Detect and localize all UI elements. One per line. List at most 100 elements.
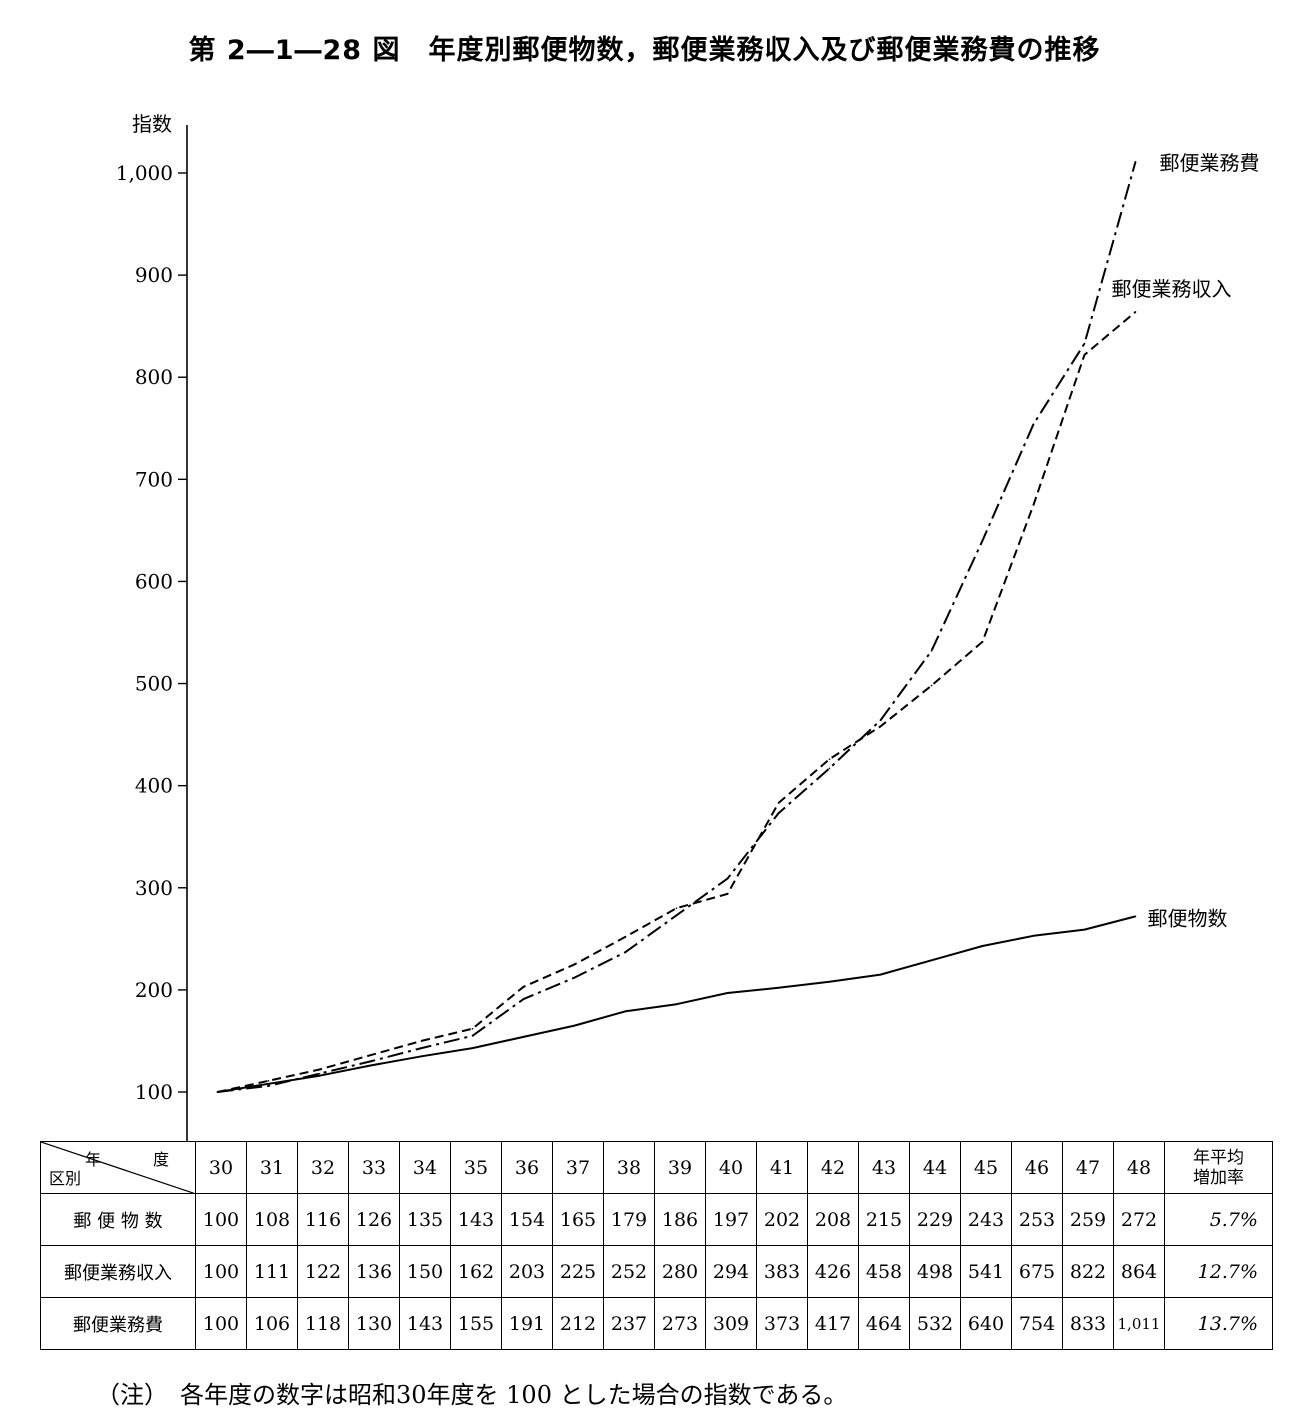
year-header-38: 38: [603, 1141, 655, 1194]
series-3-point: [1134, 160, 1137, 163]
table-cell: 136: [348, 1245, 400, 1298]
table-cell: 111: [246, 1245, 298, 1298]
table-cell: 280: [654, 1245, 706, 1298]
table-cell: 108: [246, 1193, 298, 1246]
year-header-44: 44: [909, 1141, 961, 1194]
axis-layer: 100 200 300 400 500 600 700 800 900 1,000: [116, 125, 188, 1141]
table-cell: 135: [399, 1193, 451, 1246]
series-1-point: [930, 959, 933, 962]
series-1-point: [573, 1024, 576, 1027]
series-3-point: [216, 1091, 219, 1093]
table-cell: 498: [909, 1245, 961, 1298]
data-table: 年 度 区別 30 31 32 33 34 35 36 37 38 39 40 41 42 43 44 45 4…: [40, 1141, 1273, 1350]
series-2-point: [1083, 353, 1086, 356]
table-cell: 237: [603, 1297, 655, 1350]
table-cell: 118: [297, 1297, 349, 1350]
year-header-43: 43: [858, 1141, 910, 1194]
table-corner-cell: 年 度 区別: [40, 1141, 196, 1194]
series-2-point: [624, 935, 627, 938]
series-2-point: [930, 684, 933, 687]
table-cell: 215: [858, 1193, 910, 1246]
year-header-36: 36: [501, 1141, 553, 1194]
year-header-33: 33: [348, 1141, 400, 1194]
y-tick-label: 200: [135, 978, 173, 1002]
table-row: 郵便業務費 100 106 118 130 143 155 191 212 237 273 309 37…: [40, 1297, 1273, 1350]
y-tick-label: 600: [135, 569, 173, 593]
table-cell: 203: [501, 1245, 553, 1298]
table-cell: 100: [195, 1245, 247, 1298]
table-cell: 273: [654, 1297, 706, 1350]
series-1-point: [1032, 934, 1035, 937]
table-cell: 1,011: [1113, 1297, 1165, 1350]
diagonal-divider: [41, 1142, 194, 1193]
table-cell: 143: [399, 1297, 451, 1350]
series-1-point: [420, 1055, 423, 1058]
table-cell: 122: [297, 1245, 349, 1298]
series-1-point: [828, 980, 831, 983]
table-cell: 272: [1113, 1193, 1165, 1246]
rate-cell: 13.7%: [1164, 1297, 1273, 1350]
series-3-point: [318, 1072, 321, 1075]
row-label: 郵 便 物 数: [40, 1193, 196, 1246]
series-2-point: [981, 640, 984, 643]
series-2-point: [1134, 311, 1137, 313]
series-3-point: [1083, 342, 1086, 345]
series-1-point: [471, 1047, 474, 1049]
table-cell: 458: [858, 1245, 910, 1298]
table-cell: 116: [297, 1193, 349, 1246]
series-3-point: [624, 951, 627, 953]
header-rate-line1: 年平均: [1193, 1147, 1244, 1168]
footnote: （注） 各年度の数字は昭和30年度を 100 とした場合の指数である。: [96, 1381, 848, 1409]
table-cell: 426: [807, 1245, 859, 1298]
series-2-point: [1032, 504, 1035, 506]
year-header-47: 47: [1062, 1141, 1114, 1194]
header-category-label: 区別: [49, 1169, 82, 1188]
series-3-point: [1032, 423, 1035, 425]
series-2-point: [777, 802, 780, 804]
series-label-2: 郵便業務収入: [1112, 277, 1232, 301]
series-3-point: [267, 1085, 270, 1087]
rate-cell: 5.7%: [1164, 1193, 1273, 1246]
header-rate-line2: 増加率: [1193, 1167, 1244, 1188]
rate-cell: 12.7%: [1164, 1245, 1273, 1298]
header-year-label: 年 度: [84, 1150, 187, 1169]
table-cell: 208: [807, 1193, 859, 1246]
series-1-point: [726, 992, 729, 994]
series-line-3: [217, 161, 1137, 1093]
table-cell: 179: [603, 1193, 655, 1246]
chart-title: 第 2―1―28 図 年度別郵便物数，郵便業務収入及び郵便業務費の推移: [188, 35, 1101, 66]
table-cell: 373: [756, 1297, 808, 1350]
table-cell: 833: [1062, 1297, 1114, 1350]
table-cell: 640: [960, 1297, 1012, 1350]
table-cell: 259: [1062, 1193, 1114, 1246]
year-header-39: 39: [654, 1141, 706, 1194]
series-1-point: [318, 1074, 321, 1077]
table-cell: 126: [348, 1193, 400, 1246]
year-header-40: 40: [705, 1141, 757, 1194]
table-cell: 155: [450, 1297, 502, 1350]
table-cell: 229: [909, 1193, 961, 1246]
table-cell: 754: [1011, 1297, 1063, 1350]
series-3-point: [981, 539, 984, 542]
series-3-point: [726, 877, 729, 880]
table-cell: 150: [399, 1245, 451, 1298]
series-1-point: [1083, 928, 1086, 931]
year-header-42: 42: [807, 1141, 859, 1194]
table-cell: 106: [246, 1297, 298, 1350]
series-2-point: [369, 1054, 372, 1057]
table-cell: 864: [1113, 1245, 1165, 1298]
series-3-point: [522, 998, 525, 1000]
table-cell: 309: [705, 1297, 757, 1350]
year-header-46: 46: [1011, 1141, 1063, 1194]
series-3-point: [573, 976, 576, 979]
series-3-point: [471, 1035, 474, 1037]
series-2-point: [675, 907, 678, 909]
y-axis-label: 指数: [132, 112, 172, 136]
series-2-point: [879, 725, 882, 728]
y-tick-label: 700: [135, 467, 173, 491]
y-tick-label: 500: [135, 672, 173, 696]
series-2-point: [573, 963, 576, 966]
line-chart: 100 200 300 400 500 600 700 800 900 1,000 郵便物数 郵便業…: [116, 125, 1260, 1141]
series-2-point: [471, 1027, 474, 1030]
series-1-point: [981, 945, 984, 947]
